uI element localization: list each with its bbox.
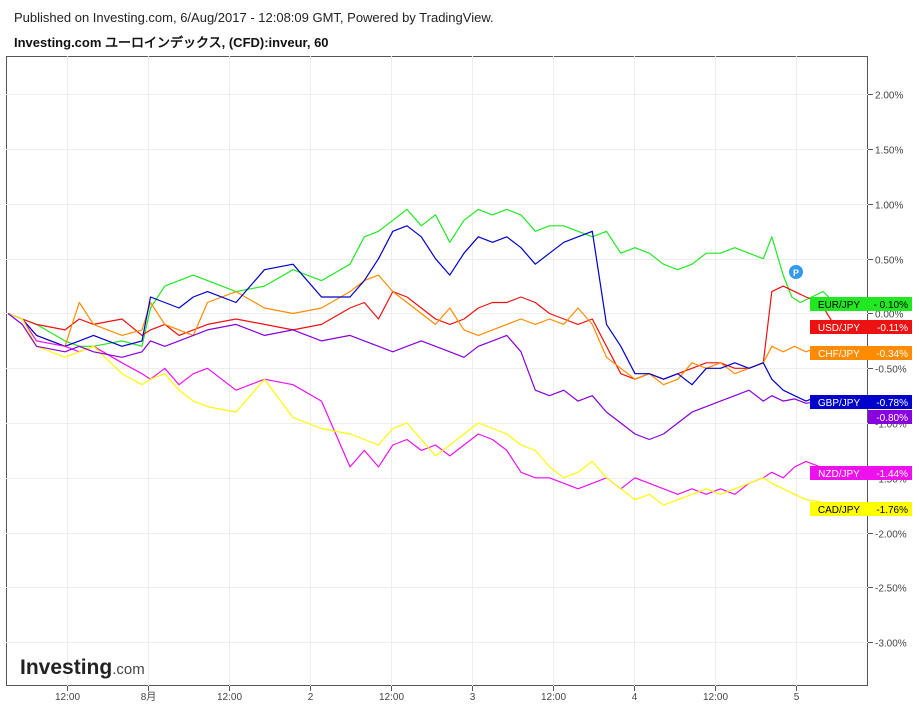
series-name-tag [810, 297, 868, 311]
series-name-tag [810, 502, 868, 516]
x-tick-label: 12:00 [379, 692, 404, 703]
series-name-label: EUR/JPY [818, 300, 861, 311]
series-value-label: -1.44% [876, 469, 908, 480]
x-tick-label: 3 [470, 692, 476, 703]
series-name-label: USD/JPY [818, 323, 861, 334]
series-value-tag [868, 297, 912, 311]
series-name-tag [810, 395, 868, 409]
svg-text:Investing.com: Investing.com [20, 656, 145, 679]
grid [6, 56, 868, 686]
series-value-label: -1.76% [876, 505, 908, 516]
published-caption: Published on Investing.com, 6/Aug/2017 -… [14, 10, 494, 25]
y-tick-label: 1.00% [875, 201, 903, 212]
logo-brand: Investing [20, 656, 112, 679]
series-value-tag [868, 320, 912, 334]
y-tick-label: -2.00% [875, 530, 907, 541]
x-tick-label: 2 [308, 692, 314, 703]
series-name-tag [810, 346, 868, 360]
series-value-tag [868, 410, 912, 424]
y-tick-label: 0.00% [875, 310, 903, 321]
series-lines [7, 208, 836, 507]
series-labels: EUR/JPY - 0.10% USD/JPY -0.11% CHF/JPY -0.34%… [810, 297, 912, 516]
investing-logo: Investing.com [20, 656, 145, 679]
series-value-tag [868, 502, 912, 516]
series-line [7, 208, 835, 347]
x-tick-label: 12:00 [55, 692, 80, 703]
series-value-label: - 0.10% [874, 300, 909, 311]
series-value-tag [868, 395, 912, 409]
event-marker-label: P [793, 268, 799, 278]
series-name-tag [810, 320, 868, 334]
y-tick-label: 1.50% [875, 146, 903, 157]
series-value-tag [868, 466, 912, 480]
chart-title: Investing.com ユーロインデックス, (CFD):inveur, 6… [14, 35, 329, 50]
series-name-label: CHF/JPY [818, 349, 860, 360]
y-tick-label: -2.50% [875, 584, 907, 595]
series-name-tag [810, 466, 868, 480]
price-axis: 2.00% 1.50% 1.00% 0.50% 0.00% -0.50% -1.00% -1.… [868, 91, 907, 650]
x-tick-label: 8月 [141, 691, 157, 703]
time-axis: 12:00 8月 12:00 2 12:00 3 12:00 4 12:00 5 [55, 686, 800, 703]
series-line [7, 313, 835, 441]
series-value-label: -0.80% [876, 413, 908, 424]
x-tick-label: 12:00 [703, 692, 728, 703]
x-tick-label: 4 [632, 692, 638, 703]
plot-border [6, 56, 868, 686]
series-name-label: GBP/JPY [818, 398, 861, 409]
y-tick-label: -3.00% [875, 639, 907, 650]
series-line [7, 312, 835, 507]
series-line [7, 225, 835, 402]
series-name-label: CAD/JPY [818, 505, 861, 516]
y-tick-label: -1.00% [875, 420, 907, 431]
y-tick-label: -0.50% [875, 365, 907, 376]
series-line [7, 285, 836, 380]
series-value-label: -0.34% [876, 349, 908, 360]
series-value-tag [868, 346, 912, 360]
series-line [7, 312, 835, 495]
series-value-label: -0.11% [877, 323, 908, 334]
y-tick-label: 0.50% [875, 256, 903, 267]
y-tick-label: 2.00% [875, 91, 903, 102]
x-tick-label: 5 [794, 692, 800, 703]
x-tick-label: 12:00 [541, 692, 566, 703]
x-tick-label: 12:00 [217, 692, 242, 703]
series-name-label: NZD/JPY [818, 469, 860, 480]
series-value-label: -0.78% [876, 398, 908, 409]
logo-suffix: .com [112, 661, 145, 678]
event-marker[interactable]: P [789, 265, 803, 279]
